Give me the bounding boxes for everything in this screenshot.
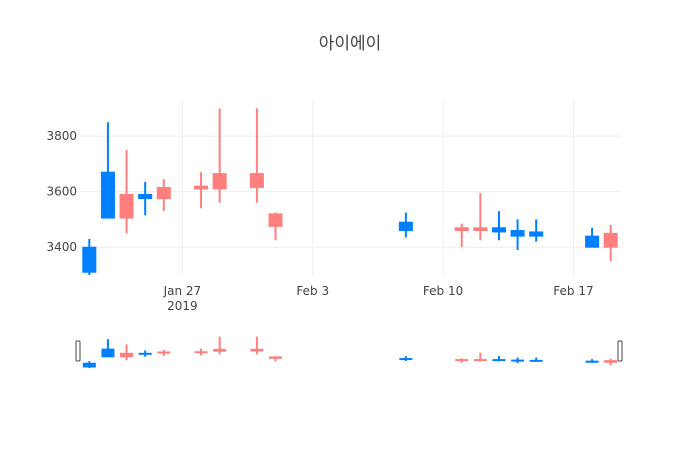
x-tick-label: Feb 10	[423, 284, 463, 298]
slider-candle	[269, 356, 283, 362]
candle-increasing	[603, 225, 618, 262]
candle-increasing	[194, 172, 209, 209]
slider-candle-body	[194, 351, 208, 354]
slider-candle	[120, 344, 134, 361]
slider-candle	[604, 358, 618, 366]
slider-candle-body	[120, 352, 134, 358]
candle-decreasing	[398, 212, 413, 238]
y-axis: 3400 3600 3800	[46, 129, 77, 254]
candle-increasing	[156, 179, 171, 212]
candle-body	[491, 227, 506, 233]
candle-increasing	[119, 150, 134, 234]
slider-candle	[250, 336, 264, 355]
candle-body	[82, 246, 97, 273]
range-slider-left-handle[interactable]	[75, 340, 81, 362]
slider-candle	[101, 339, 115, 358]
candle-decreasing	[138, 181, 153, 216]
candle-increasing	[473, 193, 488, 241]
slider-candle	[529, 357, 543, 362]
candle-body	[268, 213, 283, 227]
candle-decreasing	[510, 219, 525, 250]
x-tick-year-label: 2019	[167, 299, 198, 313]
slider-candle	[511, 357, 525, 364]
range-slider-right-handle[interactable]	[617, 340, 623, 362]
y-tick-label: 3400	[46, 240, 77, 254]
candles	[82, 108, 618, 275]
range-slider[interactable]	[75, 336, 623, 368]
slider-candle-body	[511, 359, 525, 362]
slider-candle-body	[492, 359, 506, 362]
candle-body	[585, 235, 600, 248]
slider-candle-body	[269, 356, 283, 359]
candle-body	[249, 173, 264, 189]
slider-candle-body	[604, 360, 618, 363]
candle-increasing	[454, 223, 469, 248]
slider-candle-body	[138, 352, 152, 355]
slider-candle-body	[101, 348, 115, 358]
candle-body	[473, 227, 488, 232]
x-tick-label: Feb 17	[553, 284, 593, 298]
slider-candle	[194, 348, 208, 356]
candle-increasing	[249, 108, 264, 203]
slider-candle	[399, 356, 413, 361]
candle-decreasing	[529, 219, 544, 242]
slider-candle-body	[455, 359, 469, 362]
candle-decreasing	[585, 227, 600, 248]
slider-candle	[473, 352, 487, 362]
candle-body	[100, 171, 115, 219]
slider-candle	[585, 359, 599, 363]
slider-candle-body	[585, 360, 599, 363]
candle-increasing	[212, 108, 227, 203]
slider-candle	[82, 361, 96, 368]
slider-candle	[138, 350, 152, 357]
slider-candle-body	[529, 359, 543, 362]
slider-candle	[455, 358, 469, 363]
chart-title: 아이에이	[319, 34, 382, 54]
candle-decreasing	[100, 122, 115, 219]
slider-candle-body	[213, 348, 227, 352]
slider-candle-body	[250, 348, 264, 352]
candle-increasing	[268, 212, 283, 241]
candle-body	[454, 227, 469, 232]
candle-body	[119, 193, 134, 219]
x-tick-label: Jan 27	[163, 284, 202, 298]
candle-body	[398, 221, 413, 232]
candle-decreasing	[82, 238, 97, 275]
y-tick-label: 3600	[46, 185, 77, 199]
candle-body	[603, 232, 618, 248]
slider-candle-body	[157, 351, 171, 354]
candle-body	[529, 231, 544, 237]
candle-body	[156, 187, 171, 200]
slider-candle-body	[399, 358, 413, 361]
candle-body	[194, 185, 209, 190]
slider-candle-body	[473, 359, 487, 362]
candle-body	[138, 193, 153, 200]
slider-candle	[492, 355, 506, 362]
slider-candle-body	[82, 362, 96, 368]
slider-candle	[157, 349, 171, 356]
slider-candle	[213, 336, 227, 355]
candle-decreasing	[491, 211, 506, 241]
candle-body	[510, 230, 525, 237]
y-tick-label: 3800	[46, 129, 77, 143]
candle-body	[212, 173, 227, 190]
x-tick-label: Feb 3	[296, 284, 329, 298]
